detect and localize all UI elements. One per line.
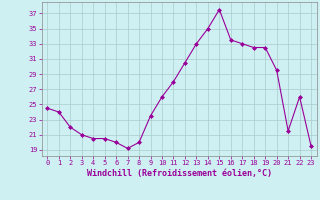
X-axis label: Windchill (Refroidissement éolien,°C): Windchill (Refroidissement éolien,°C)	[87, 169, 272, 178]
